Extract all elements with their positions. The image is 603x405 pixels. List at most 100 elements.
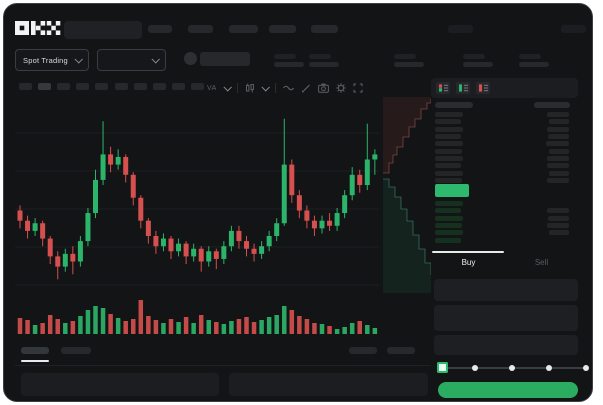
amount-placeholder	[547, 126, 569, 132]
timeframe-button[interactable]	[76, 83, 90, 90]
orderbook-asks	[435, 112, 578, 186]
last-price-highlight[interactable]	[435, 184, 469, 197]
orderbook-row[interactable]	[435, 177, 582, 183]
indicator-va-button[interactable]: VA	[207, 84, 217, 92]
bottom-action-placeholder[interactable]	[387, 347, 415, 354]
slider-stop[interactable]	[546, 365, 552, 371]
timeframe-button[interactable]	[57, 83, 71, 90]
chevron-down-icon	[74, 55, 83, 64]
nav-item-placeholder[interactable]	[561, 25, 586, 33]
okx-logo[interactable]	[15, 20, 61, 36]
timeframe-button[interactable]	[95, 83, 109, 90]
timeframe-button[interactable]	[114, 83, 128, 90]
orderbook-row[interactable]	[435, 237, 582, 243]
amount-placeholder	[549, 119, 569, 125]
candle-type-icon[interactable]	[245, 83, 255, 93]
orderbook-row[interactable]	[435, 163, 582, 169]
chart-tools: VA	[207, 81, 363, 95]
order-price-input[interactable]	[434, 279, 578, 301]
search-input[interactable]	[64, 21, 142, 39]
price-placeholder	[435, 112, 463, 117]
orderbook-row[interactable]	[435, 141, 582, 147]
price-placeholder	[435, 222, 462, 228]
price-placeholder	[435, 208, 461, 214]
price-placeholder	[435, 141, 463, 147]
camera-icon[interactable]	[317, 83, 329, 93]
bottom-tab[interactable]	[61, 347, 91, 354]
orderbook-row[interactable]	[435, 201, 582, 206]
gear-icon[interactable]	[336, 83, 346, 93]
slider-handle[interactable]	[437, 362, 448, 373]
sell-tab[interactable]: Sell	[534, 258, 549, 267]
orderbook-bids	[435, 201, 578, 246]
nav-item-placeholder[interactable]	[229, 25, 258, 33]
amount-placeholder	[549, 230, 569, 236]
price-placeholder	[435, 201, 463, 206]
chevron-down-icon[interactable]	[261, 83, 270, 92]
price-placeholder	[435, 133, 461, 139]
nav-item-placeholder[interactable]	[188, 25, 213, 33]
book-view-asks-icon[interactable]	[476, 82, 490, 94]
orderbook-row[interactable]	[435, 133, 582, 139]
chart-canvas[interactable]	[15, 97, 379, 337]
timeframe-button[interactable]	[190, 83, 204, 90]
nav-item-placeholder[interactable]	[448, 25, 473, 33]
buy-button[interactable]	[438, 382, 578, 398]
price-placeholder	[435, 170, 463, 176]
bottom-action-placeholder[interactable]	[349, 347, 377, 354]
price-placeholder	[435, 163, 461, 169]
stat-label-placeholder	[394, 54, 416, 59]
stat-value-placeholder	[463, 62, 493, 67]
timeframe-button[interactable]	[19, 83, 32, 90]
amount-placeholder	[547, 208, 569, 214]
price-placeholder	[435, 177, 462, 183]
amount-placeholder	[547, 222, 569, 228]
orderbook-row[interactable]	[435, 119, 582, 125]
orderbook-row[interactable]	[435, 126, 582, 132]
fullscreen-icon[interactable]	[353, 83, 363, 93]
slider-stop[interactable]	[583, 365, 589, 371]
book-view-all-icon[interactable]	[436, 82, 450, 94]
order-amount-input[interactable]	[434, 305, 578, 331]
stat-value-placeholder	[394, 62, 424, 67]
slider-stop[interactable]	[509, 365, 515, 371]
nav-item-placeholder[interactable]	[269, 25, 296, 33]
timeframe-button[interactable]	[133, 83, 147, 90]
orderbook-row[interactable]	[435, 170, 582, 176]
timeframe-button[interactable]	[171, 83, 185, 90]
orderbook-row[interactable]	[435, 148, 582, 154]
stat-label-placeholder	[274, 54, 296, 59]
depth-chart	[383, 97, 431, 293]
draw-tool-icon[interactable]	[301, 83, 311, 93]
pair-selector-dropdown[interactable]	[97, 49, 166, 71]
bottom-panel-placeholder[interactable]	[229, 373, 428, 396]
bottom-tab-active[interactable]	[21, 347, 49, 354]
chevron-down-icon[interactable]	[223, 83, 232, 92]
market-type-selector[interactable]: Spot Trading	[15, 49, 89, 71]
pair-name-placeholder	[200, 52, 250, 66]
orderbook-row[interactable]	[435, 208, 582, 214]
orderbook-row[interactable]	[435, 222, 582, 228]
app-window: Spot Trading VA	[3, 3, 593, 402]
orderbook-row[interactable]	[435, 155, 582, 161]
amount-placeholder	[547, 112, 569, 117]
stat-value-placeholder	[274, 62, 304, 67]
book-header-amount-col	[534, 102, 570, 108]
slider-stop[interactable]	[472, 365, 478, 371]
buy-tab[interactable]: Buy	[461, 258, 476, 267]
timeframe-button[interactable]	[152, 83, 166, 90]
timeframe-button[interactable]	[38, 83, 52, 90]
bottom-panel-placeholder[interactable]	[21, 373, 219, 396]
amount-placeholder	[549, 170, 569, 176]
market-type-label: Spot Trading	[23, 55, 68, 65]
orderbook-row[interactable]	[435, 230, 582, 236]
buy-tab-indicator	[432, 251, 504, 253]
wave-tool-icon[interactable]	[282, 83, 294, 93]
orderbook-row[interactable]	[435, 215, 582, 221]
orderbook-row[interactable]	[435, 112, 582, 117]
nav-item-placeholder[interactable]	[148, 25, 172, 33]
price-placeholder	[435, 148, 462, 154]
nav-item-placeholder[interactable]	[311, 25, 338, 33]
order-total-input[interactable]	[434, 335, 578, 355]
book-view-bids-icon[interactable]	[456, 82, 470, 94]
